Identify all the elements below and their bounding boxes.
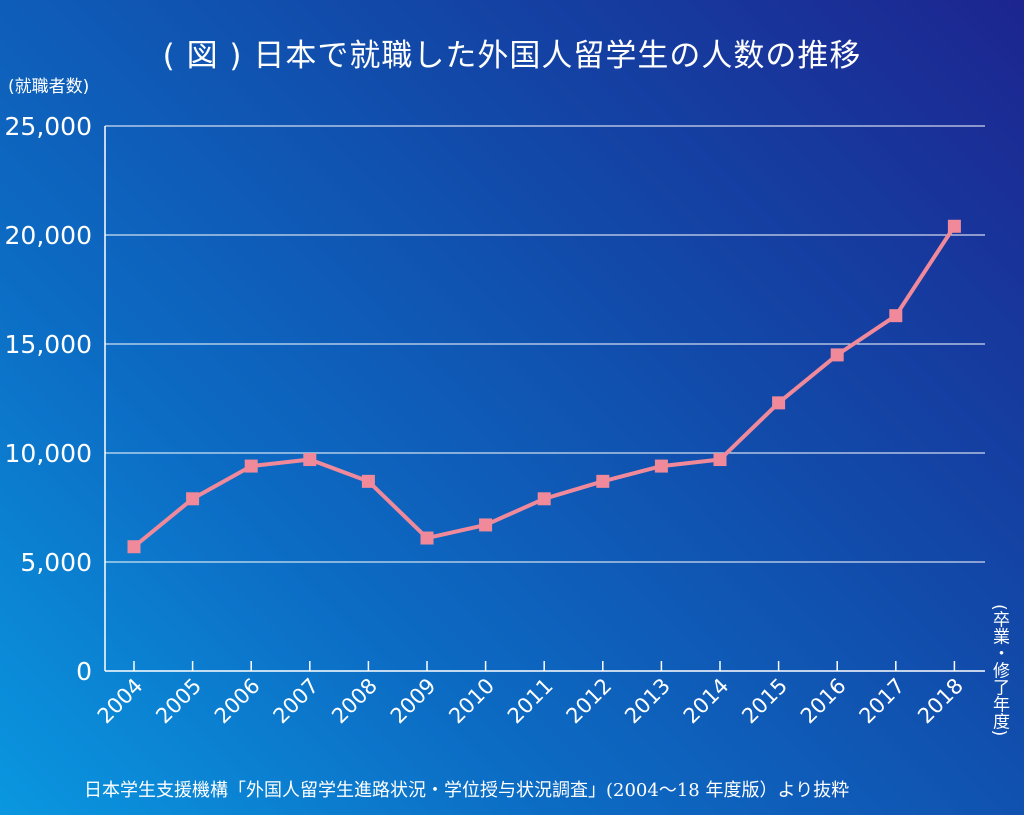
data-point-marker <box>186 492 200 506</box>
data-point-marker <box>713 453 727 467</box>
x-tick-label: 2004 <box>93 674 148 729</box>
y-axis-unit-label: (就職者数) <box>8 77 90 97</box>
x-tick-label: 2010 <box>444 674 499 729</box>
x-tick-label: 2008 <box>327 674 382 729</box>
x-axis-unit-label: (卒業・修了年度) <box>989 604 1009 737</box>
data-point-marker <box>420 531 434 545</box>
data-point-marker <box>596 474 610 488</box>
x-tick-label: 2014 <box>679 674 734 729</box>
y-tick-label: 15,000 <box>5 330 92 359</box>
x-tick-label: 2015 <box>737 674 792 729</box>
data-point-marker <box>244 459 258 473</box>
x-tick-label: 2005 <box>151 674 206 729</box>
y-tick-label: 0 <box>76 657 92 686</box>
x-tick-label: 2009 <box>386 674 441 729</box>
y-tick-label: 20,000 <box>5 221 92 250</box>
x-tick-label: 2013 <box>620 674 675 729</box>
data-point-marker <box>361 474 375 488</box>
source-note: 日本学生支援機構「外国人留学生進路状況・学位授与状況調査」(2004〜18 年度… <box>84 780 850 801</box>
y-tick-label: 25,000 <box>5 112 92 141</box>
y-tick-label: 10,000 <box>5 439 92 468</box>
chart-title: ( 図 ) 日本で就職した外国人留学生の人数の推移 <box>162 38 862 74</box>
data-point-marker <box>654 459 668 473</box>
data-point-marker <box>889 309 903 323</box>
data-point-marker <box>127 540 141 554</box>
x-tick-label: 2012 <box>562 674 617 729</box>
x-tick-label: 2017 <box>855 674 910 729</box>
data-point-marker <box>772 396 786 410</box>
data-point-marker <box>830 348 844 362</box>
data-point-marker <box>303 453 317 467</box>
data-point-marker <box>537 492 551 506</box>
data-point-marker <box>947 219 961 233</box>
y-tick-label: 5,000 <box>20 548 92 577</box>
data-point-marker <box>479 518 493 532</box>
x-tick-label: 2006 <box>210 674 265 729</box>
x-tick-label: 2018 <box>913 674 968 729</box>
x-tick-label: 2016 <box>796 674 851 729</box>
x-tick-label: 2007 <box>269 674 324 729</box>
x-tick-label: 2011 <box>503 674 558 729</box>
